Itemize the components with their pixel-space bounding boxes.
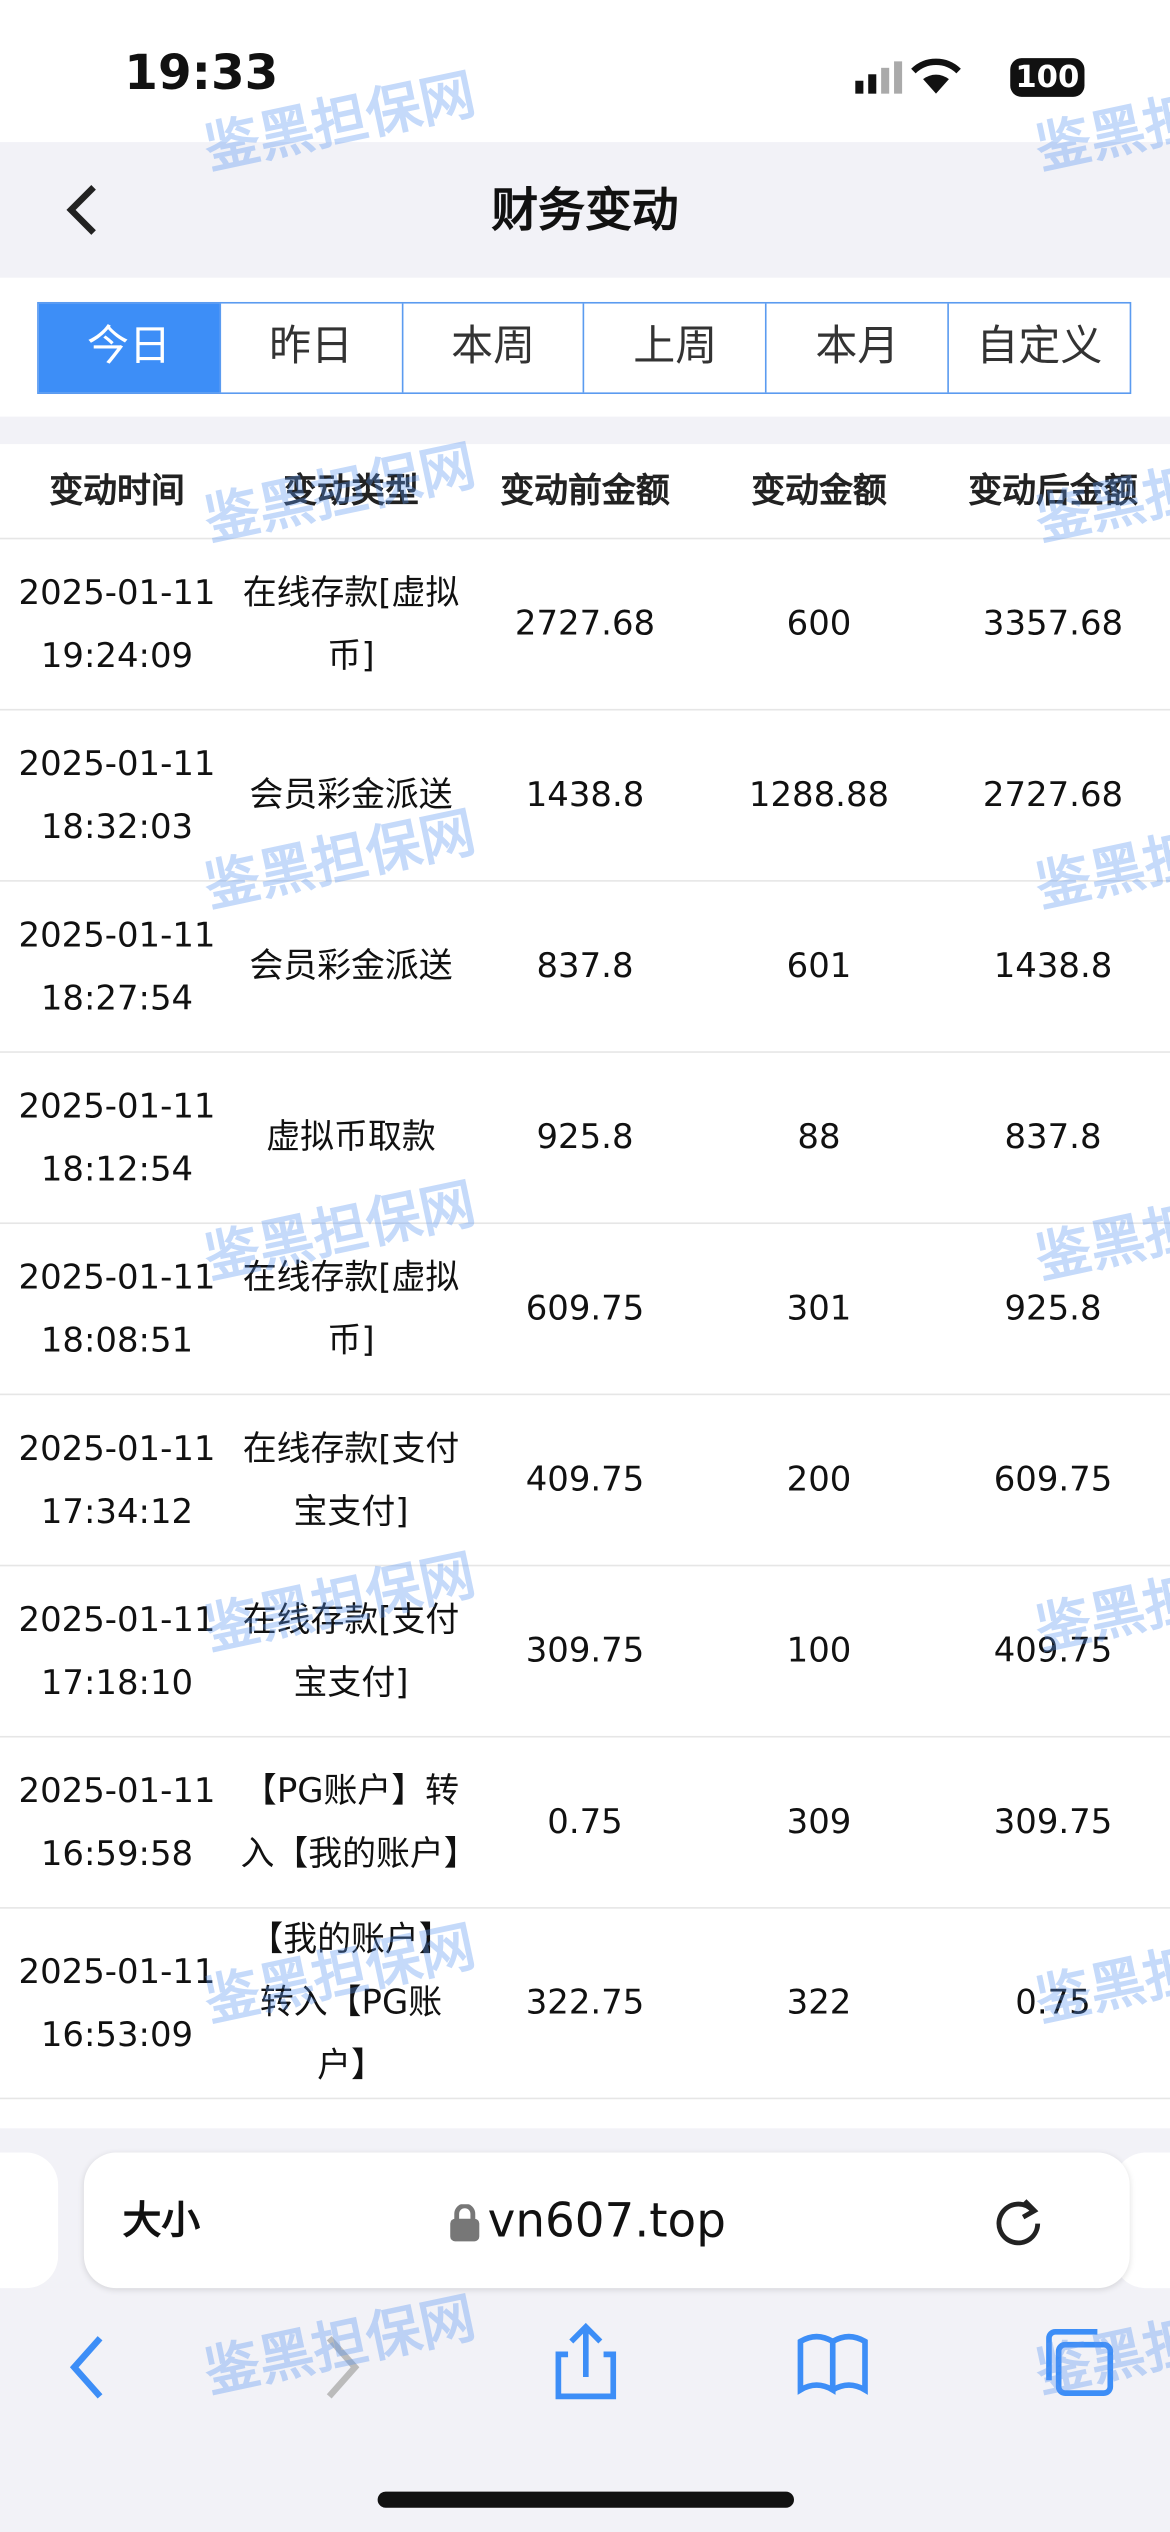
- table-cell: 837.8: [1004, 1117, 1102, 1157]
- reload-button[interactable]: [991, 2195, 1046, 2250]
- table-cell: 609.75: [993, 1459, 1113, 1499]
- tab[interactable]: 自定义: [947, 303, 1130, 393]
- back[interactable]: [69, 2336, 103, 2399]
- home-indicator: [377, 2491, 794, 2508]
- table-cell: 2025-01-11 17:18:10: [18, 1599, 216, 1702]
- table-cell: 2025-01-11 16:53:09: [18, 1951, 216, 2054]
- tab[interactable]: 本周: [401, 303, 583, 393]
- table-row: 2025-01-11 18:32:03 会员彩金派送 1438.8 1288.88 27…: [0, 711, 1170, 882]
- tab[interactable]: 上周: [583, 303, 765, 393]
- table-row: 2025-01-11 17:34:12 在线存款[支付宝支付] 409.75 200 6…: [0, 1395, 1170, 1567]
- table-row: 2025-01-11 18:27:54 会员彩金派送 837.8 601 1438.8: [0, 882, 1170, 1053]
- table-cell: 在线存款[虚拟币]: [242, 572, 460, 675]
- table-cell: 2025-01-11 17:34:12: [18, 1428, 216, 1531]
- table-cell: 88: [797, 1117, 841, 1157]
- table-row: 2025-01-11 16:53:09 【我的账户】转入【PG账户】 322.75 3…: [0, 1909, 1170, 2100]
- table-cell: 322: [786, 1982, 852, 2022]
- table-cell: 609.75: [525, 1288, 645, 1328]
- table-cell: 2025-01-11 19:24:09: [18, 572, 216, 675]
- table-cell: 409.75: [993, 1630, 1113, 1670]
- browser-bar: 大小 vn607.top: [0, 2128, 1170, 2532]
- tabs-button[interactable]: [1046, 2328, 1114, 2396]
- lock-icon: [450, 2204, 480, 2242]
- table-row: 2025-01-11 18:12:54 虚拟币取款 925.8 88 837.8: [0, 1053, 1170, 1225]
- table-cell: 2025-01-11 18:32:03: [18, 743, 216, 846]
- status-time: 19:33: [124, 45, 279, 102]
- toolbar: [69, 2322, 1114, 2400]
- table-cell: 在线存款[支付宝支付]: [242, 1428, 460, 1531]
- table-cell: 322.75: [525, 1982, 645, 2022]
- table-cell: 925.8: [536, 1117, 634, 1157]
- table-cell: 309.75: [993, 1802, 1113, 1841]
- table-cell: 2025-01-11 18:12:54: [18, 1085, 216, 1188]
- table-cell: 【我的账户】转入【PG账户】: [249, 1919, 453, 2085]
- table-cell: 0.75: [547, 1802, 623, 1841]
- status-icons: [855, 58, 961, 94]
- forward[interactable]: [326, 2336, 360, 2399]
- header-cell: 变动时间: [49, 470, 185, 510]
- text-size-button[interactable]: 大小: [122, 2197, 201, 2243]
- table-cell: 837.8: [536, 946, 634, 986]
- table-row: 2025-01-11 19:24:09 在线存款[虚拟币] 2727.68 600 33…: [0, 539, 1170, 711]
- table-cell: 925.8: [1004, 1288, 1102, 1328]
- header-cell: 变动金额: [751, 470, 887, 510]
- table-cell: 1438.8: [993, 946, 1113, 986]
- table-cell: 0.75: [1015, 1982, 1091, 2022]
- table-cell: 2025-01-11 16:59:58: [18, 1770, 216, 1873]
- tabs: 今日 昨日 本周 上周 本月 自定义: [37, 301, 1132, 395]
- table-cell: 200: [786, 1459, 852, 1499]
- table-row: 2025-01-11 16:59:58 【PG账户】转入【我的账户】 0.75 309…: [0, 1738, 1170, 1909]
- back-button[interactable]: [61, 181, 103, 239]
- header-cell: 变动类型: [283, 470, 419, 510]
- url[interactable]: vn607.top: [487, 2192, 726, 2248]
- table-cell: 301: [786, 1288, 852, 1328]
- table-cell: 2727.68: [514, 603, 656, 643]
- table: 变动时间 变动类型 变动前金额 变动金额 变动后金额 2025-01-11 19:24:0…: [0, 444, 1170, 2100]
- tab-preview[interactable]: [0, 2152, 59, 2289]
- table-cell: 在线存款[虚拟币]: [242, 1257, 460, 1359]
- table-cell: 600: [786, 603, 852, 643]
- table-cell: 309: [786, 1802, 852, 1841]
- table-cell: 【PG账户】转入【我的账户】: [240, 1770, 478, 1873]
- table-row: 2025-01-11 18:08:51 在线存款[虚拟币] 609.75 301 925…: [0, 1224, 1170, 1396]
- table-cell: 虚拟币取款: [266, 1117, 436, 1157]
- table-cell: 会员彩金派送: [249, 946, 453, 986]
- nav-title: 财务变动: [491, 182, 679, 238]
- header-cell: 变动后金额: [968, 470, 1138, 510]
- header-cell: 变动前金额: [500, 470, 670, 510]
- table-row: 2025-01-11 17:18:10 在线存款[支付宝支付] 309.75 100 4…: [0, 1566, 1170, 1738]
- table-cell: 100: [786, 1630, 852, 1670]
- table-cell: 会员彩金派送: [249, 775, 453, 814]
- table-cell: 309.75: [525, 1630, 645, 1670]
- tab[interactable]: 昨日: [219, 303, 401, 393]
- table-cell: 409.75: [525, 1459, 645, 1499]
- table-cell: 3357.68: [982, 603, 1124, 643]
- table-cell: 1288.88: [748, 775, 890, 814]
- url-bar[interactable]: 大小 vn607.top: [83, 2152, 1130, 2289]
- table-cell: 1438.8: [525, 775, 645, 814]
- table-cell: 2025-01-11 18:08:51: [18, 1257, 216, 1359]
- battery: 100: [1010, 58, 1085, 97]
- table-cell: 601: [786, 946, 852, 986]
- tab[interactable]: 本月: [765, 303, 947, 393]
- divider: [0, 416, 1170, 445]
- table-cell: 在线存款[支付宝支付]: [242, 1599, 460, 1702]
- table-cell: 2025-01-11 18:27:54: [18, 914, 216, 1017]
- bookmarks[interactable]: [797, 2333, 868, 2395]
- nav-bar: 财务变动: [0, 142, 1170, 278]
- share[interactable]: [555, 2322, 617, 2400]
- table-cell: 2727.68: [982, 775, 1124, 814]
- tab[interactable]: 今日: [38, 303, 220, 393]
- header-row: 变动时间 变动类型 变动前金额 变动金额 变动后金额: [0, 444, 1170, 540]
